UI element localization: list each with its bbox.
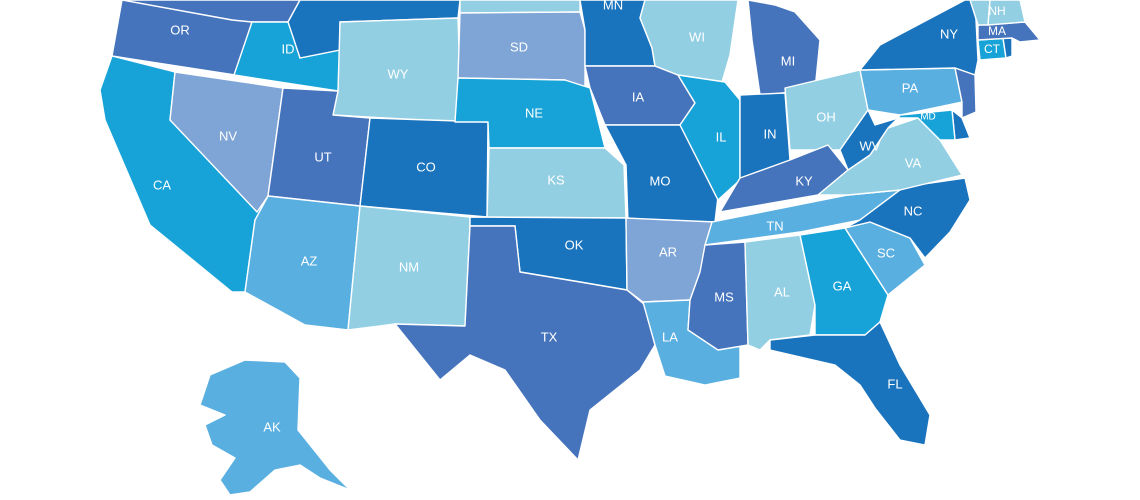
- label-MA: MA: [988, 24, 1006, 38]
- label-TN: TN: [766, 218, 783, 233]
- label-NY: NY: [940, 26, 958, 41]
- state-NJ: [954, 67, 977, 119]
- label-PA: PA: [902, 80, 919, 95]
- label-KS: KS: [547, 172, 565, 187]
- state-ND: [459, 0, 581, 14]
- label-VA: VA: [905, 155, 922, 170]
- label-SC: SC: [877, 245, 895, 260]
- label-MD: MD: [920, 112, 936, 123]
- label-NM: NM: [399, 259, 419, 274]
- label-NV: NV: [219, 128, 237, 143]
- label-NC: NC: [904, 203, 923, 218]
- label-FL: FL: [887, 376, 902, 391]
- state-WV: [839, 109, 899, 171]
- label-IA: IA: [632, 89, 645, 104]
- label-ID: ID: [282, 41, 295, 56]
- label-RI: RI: [1015, 49, 1027, 63]
- label-LA: LA: [662, 329, 678, 344]
- label-UT: UT: [314, 149, 331, 164]
- state-NY: [859, 0, 979, 76]
- label-MS: MS: [714, 289, 734, 304]
- state-AK: [199, 359, 351, 496]
- state-TX: [394, 225, 656, 461]
- label-SD: SD: [510, 39, 528, 54]
- label-CO: CO: [416, 159, 436, 174]
- state-NC: [844, 177, 971, 259]
- label-MO: MO: [650, 173, 671, 188]
- label-MN: MN: [603, 0, 623, 12]
- state-FL: [769, 321, 931, 446]
- label-MI: MI: [781, 53, 795, 68]
- state-NH: [987, 0, 1026, 26]
- label-OK: OK: [565, 237, 584, 252]
- label-WV: WV: [860, 138, 881, 153]
- label-DE: DE: [967, 117, 984, 131]
- label-AK: AK: [263, 419, 281, 434]
- label-WY: WY: [388, 66, 409, 81]
- label-NJ: NJ: [979, 89, 995, 104]
- label-NH: NH: [988, 4, 1005, 18]
- state-IL: [677, 74, 741, 201]
- label-OR: OR: [170, 22, 190, 37]
- label-CA: CA: [153, 177, 171, 192]
- label-CT: CT: [984, 42, 1001, 56]
- label-OH: OH: [816, 109, 836, 124]
- label-KY: KY: [795, 173, 813, 188]
- label-TX: TX: [541, 329, 558, 344]
- state-KS: [486, 147, 627, 219]
- state-MD: [897, 109, 956, 141]
- label-IL: IL: [716, 129, 727, 144]
- label-AL: AL: [774, 284, 790, 299]
- state-NV: [169, 71, 284, 213]
- label-AZ: AZ: [301, 253, 318, 268]
- label-IN: IN: [764, 126, 777, 141]
- label-AR: AR: [659, 244, 677, 259]
- label-NE: NE: [525, 105, 543, 120]
- label-WI: WI: [689, 29, 705, 44]
- state-MI: [747, 0, 821, 96]
- label-GA: GA: [833, 278, 852, 293]
